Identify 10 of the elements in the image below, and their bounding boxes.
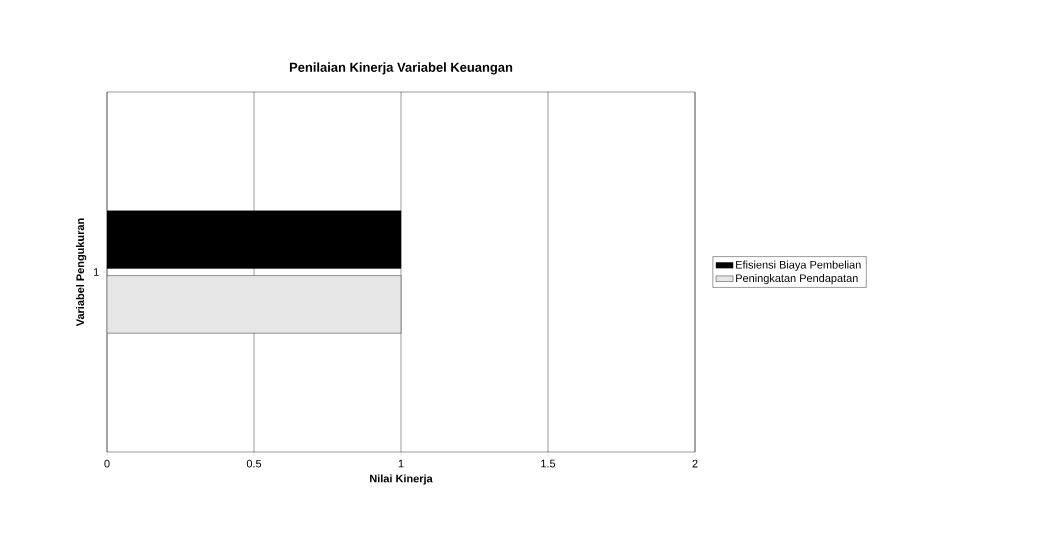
x-axis-title: Nilai Kinerja — [370, 474, 433, 485]
chart-title: Penilaian Kinerja Variabel Keuangan — [289, 62, 513, 75]
y-axis-title: Variabel Pengukuran — [76, 218, 87, 327]
x-tick-label: 0 — [104, 459, 110, 468]
legend-label: Efisiensi Biaya Pembelian — [736, 260, 861, 271]
x-tick-label: 2 — [692, 459, 698, 468]
x-tick-label: 1 — [398, 459, 404, 468]
legend-label: Peningkatan Pendapatan — [736, 274, 858, 285]
x-tick-label: 1.5 — [541, 459, 556, 468]
x-tick-label: 0.5 — [246, 459, 262, 468]
